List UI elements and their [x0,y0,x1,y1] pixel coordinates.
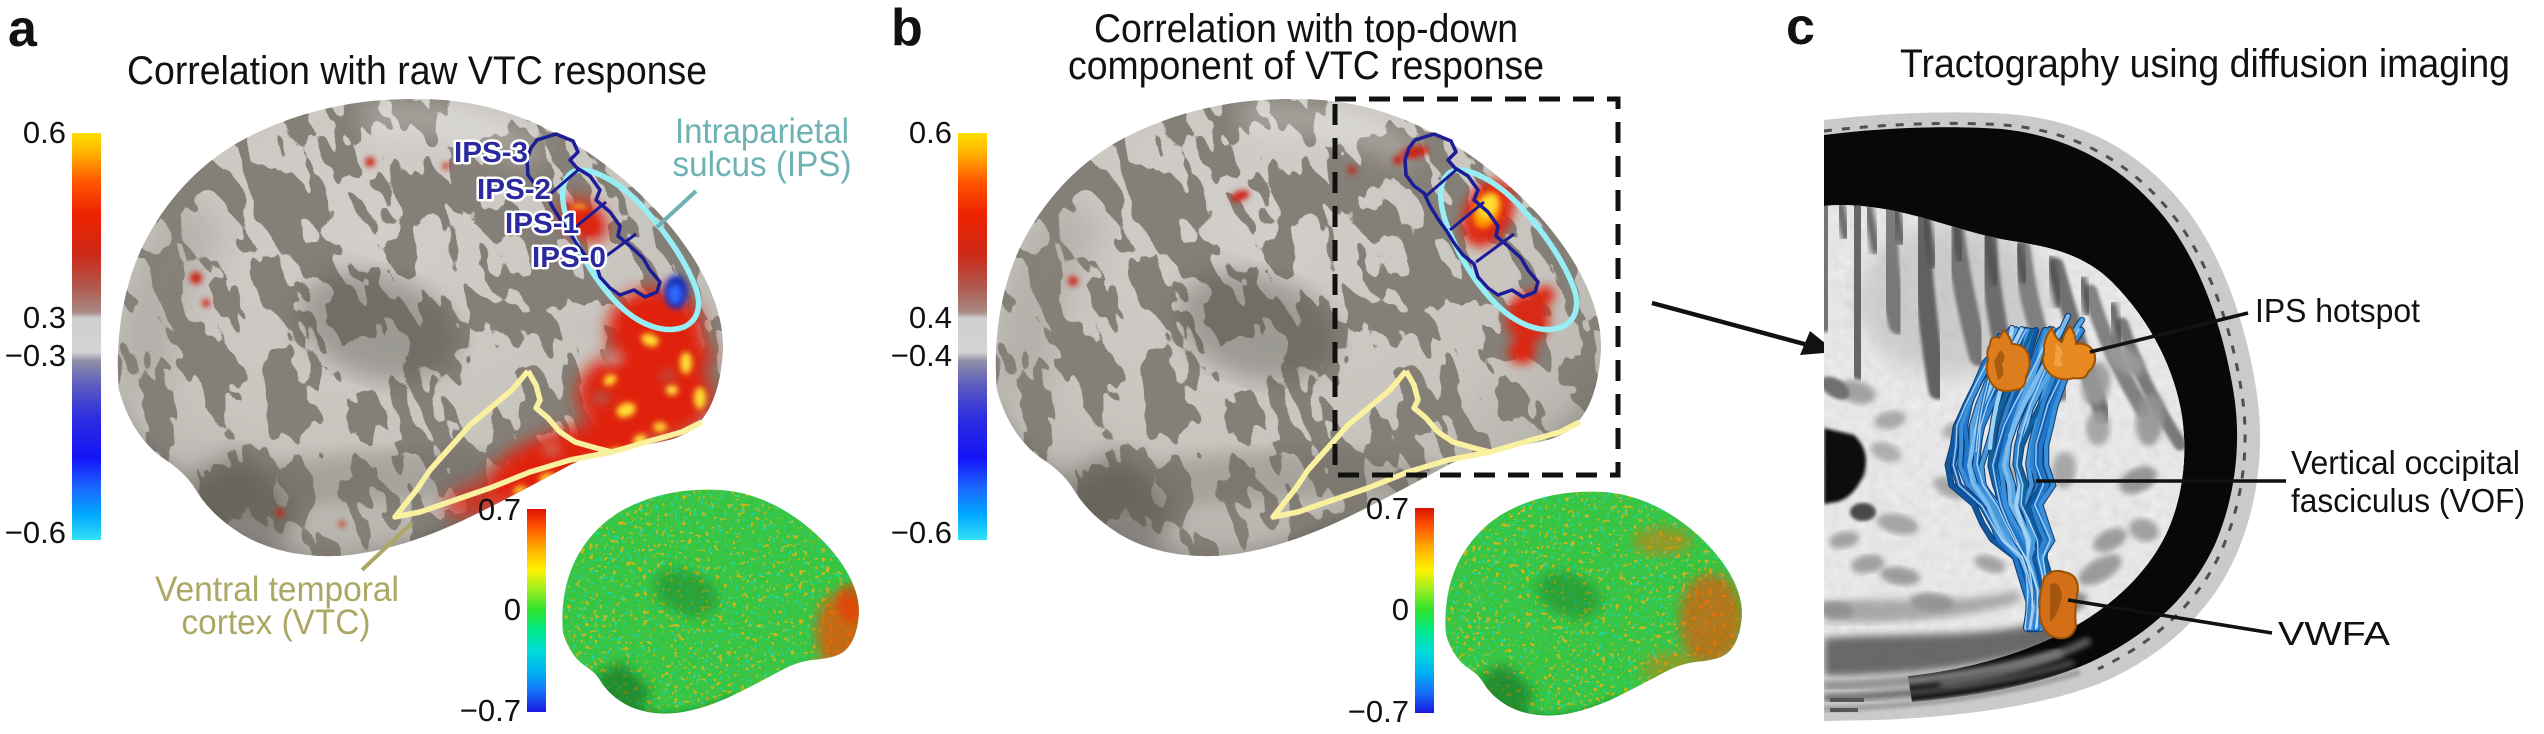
svg-text:0.3: 0.3 [23,300,66,335]
svg-text:−0.7: −0.7 [1348,694,1409,729]
svg-text:fasciculus (VOF): fasciculus (VOF) [2291,482,2525,519]
svg-text:Tractography using diffusion i: Tractography using diffusion imaging [1900,42,2510,86]
svg-text:−0.4: −0.4 [891,338,952,373]
svg-text:a: a [8,0,38,58]
svg-text:0.7: 0.7 [478,492,521,527]
svg-text:0.7: 0.7 [1366,491,1409,526]
svg-text:−0.6: −0.6 [5,515,66,550]
svg-text:0.6: 0.6 [23,115,66,150]
svg-text:b: b [891,0,923,57]
svg-text:0.6: 0.6 [909,115,952,150]
svg-text:VWFA: VWFA [2278,615,2390,652]
svg-text:−0.6: −0.6 [891,515,952,550]
svg-text:0: 0 [504,592,521,627]
svg-text:IPS-2: IPS-2 [477,174,551,206]
svg-text:IPS-0: IPS-0 [532,242,606,274]
svg-text:0: 0 [1392,592,1409,627]
svg-text:Correlation with top-down: Correlation with top-down [1094,7,1518,51]
svg-text:component of VTC response: component of VTC response [1068,44,1544,88]
svg-text:IPS-3: IPS-3 [454,137,528,169]
svg-text:Ventral temporal: Ventral temporal [155,570,399,609]
svg-text:sulcus (IPS): sulcus (IPS) [673,145,852,184]
svg-text:−0.7: −0.7 [460,693,521,728]
svg-text:cortex (VTC): cortex (VTC) [182,603,371,642]
svg-text:c: c [1786,0,1815,56]
svg-text:0.4: 0.4 [909,300,952,335]
svg-text:Correlation with raw VTC respo: Correlation with raw VTC response [127,49,707,93]
svg-text:IPS-1: IPS-1 [505,208,579,240]
svg-text:Intraparietal: Intraparietal [675,112,849,151]
svg-text:IPS hotspot: IPS hotspot [2255,292,2420,329]
svg-text:Vertical occipital: Vertical occipital [2291,444,2520,481]
svg-text:−0.3: −0.3 [5,338,66,373]
